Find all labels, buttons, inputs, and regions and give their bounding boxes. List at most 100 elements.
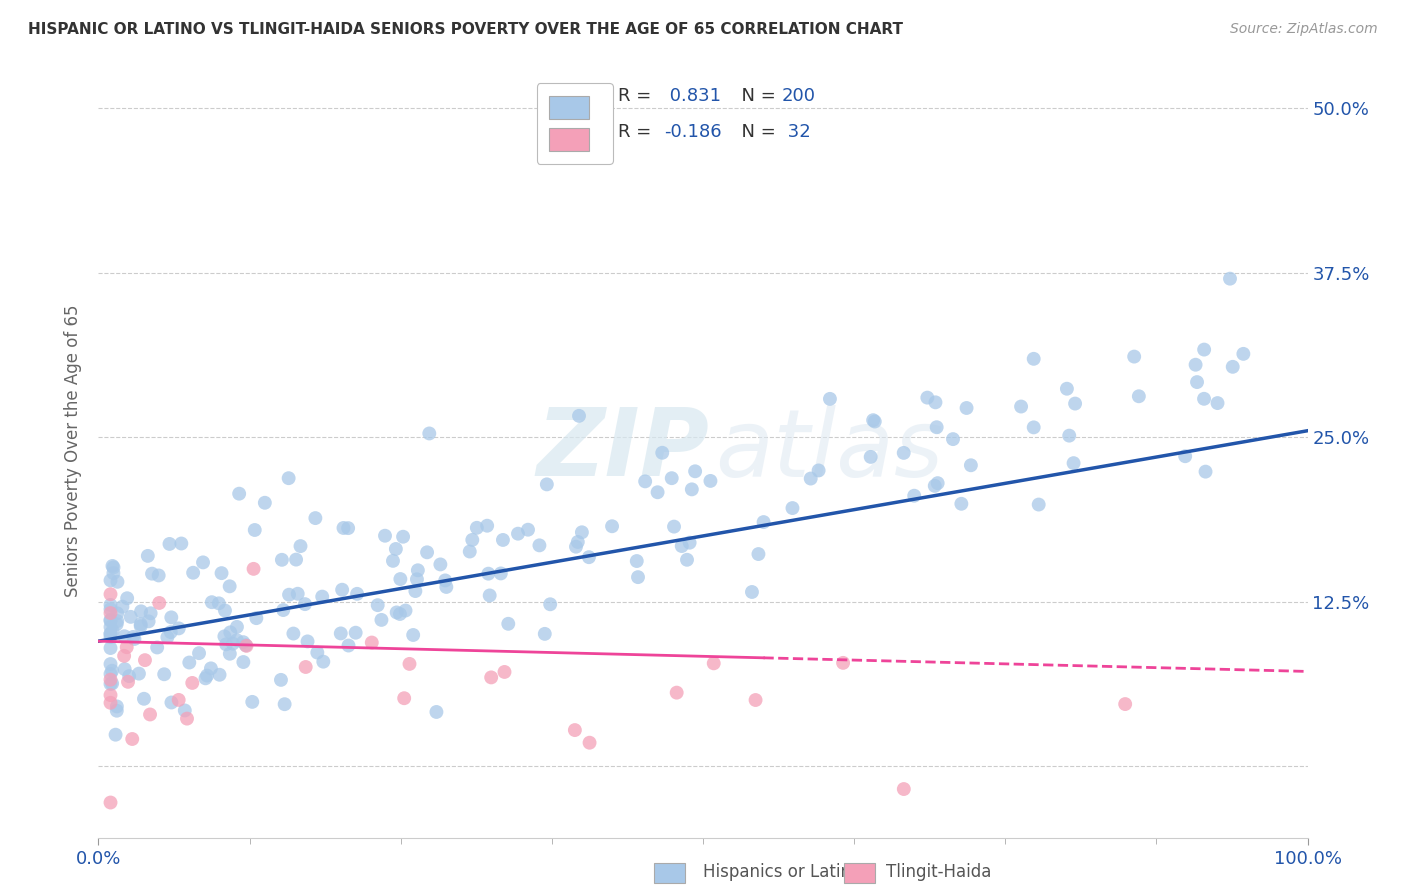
Text: 32: 32 <box>782 123 810 141</box>
Point <box>681 483 703 497</box>
Point <box>517 523 540 537</box>
Point <box>392 691 415 706</box>
Point <box>181 566 204 580</box>
Point <box>1219 271 1241 285</box>
Point <box>200 661 222 675</box>
Point <box>346 587 368 601</box>
Point <box>270 553 292 567</box>
Point <box>529 538 551 552</box>
Point <box>807 463 830 477</box>
Point <box>374 529 396 543</box>
Point <box>703 657 725 671</box>
Point <box>406 563 429 577</box>
Text: -0.186: -0.186 <box>664 123 721 141</box>
Point <box>312 655 335 669</box>
Point <box>214 629 236 643</box>
Point <box>160 610 183 624</box>
Point <box>101 676 124 690</box>
Point <box>287 587 309 601</box>
Point <box>232 655 254 669</box>
Point <box>100 673 122 687</box>
Point <box>330 582 353 597</box>
Point <box>458 544 481 558</box>
Point <box>100 657 122 671</box>
Point <box>1057 428 1080 442</box>
Point <box>148 568 170 582</box>
Point <box>214 603 236 617</box>
Point <box>215 637 238 651</box>
Point <box>105 614 128 628</box>
Point <box>294 597 316 611</box>
Point <box>179 656 201 670</box>
Point <box>917 391 939 405</box>
Point <box>160 696 183 710</box>
Point <box>429 558 451 572</box>
Point <box>181 676 204 690</box>
Point <box>406 572 429 586</box>
Point <box>100 602 122 616</box>
Point <box>955 401 977 415</box>
Point <box>478 589 501 603</box>
Point <box>240 695 263 709</box>
Point <box>128 666 150 681</box>
Text: Tlingit-Haida: Tlingit-Haida <box>886 863 991 881</box>
Point <box>782 501 804 516</box>
Point <box>434 574 457 588</box>
Point <box>153 667 176 681</box>
Point <box>191 555 214 569</box>
Y-axis label: Seniors Poverty Over the Age of 65: Seniors Poverty Over the Age of 65 <box>65 304 83 597</box>
Point <box>117 674 139 689</box>
Point <box>101 624 124 638</box>
Point <box>208 596 231 610</box>
Point <box>225 633 247 648</box>
Point <box>307 646 329 660</box>
Point <box>167 693 190 707</box>
Point <box>832 656 855 670</box>
Point <box>479 670 502 684</box>
Text: HISPANIC OR LATINO VS TLINGIT-HAIDA SENIORS POVERTY OVER THE AGE OF 65 CORRELATI: HISPANIC OR LATINO VS TLINGIT-HAIDA SENI… <box>28 22 903 37</box>
Point <box>188 646 211 660</box>
Text: Source: ZipAtlas.com: Source: ZipAtlas.com <box>1230 22 1378 37</box>
Point <box>1022 351 1045 366</box>
Point <box>425 705 447 719</box>
Point <box>859 450 882 464</box>
Point <box>329 626 352 640</box>
Point <box>235 638 257 652</box>
Point <box>104 728 127 742</box>
Text: R =: R = <box>619 87 658 104</box>
Point <box>360 635 382 649</box>
Point <box>201 595 224 609</box>
Point <box>627 570 650 584</box>
Point <box>124 632 146 646</box>
Point <box>129 619 152 633</box>
Point <box>219 625 242 640</box>
Point <box>661 471 683 485</box>
Point <box>100 587 122 601</box>
Point <box>146 640 169 655</box>
Point <box>950 497 973 511</box>
Point <box>100 641 122 656</box>
Point <box>477 566 499 581</box>
Point <box>344 625 367 640</box>
Point <box>294 660 316 674</box>
Point <box>159 537 181 551</box>
Point <box>253 496 276 510</box>
Point <box>100 688 122 702</box>
Point <box>1056 382 1078 396</box>
Point <box>600 519 623 533</box>
Point <box>194 671 217 685</box>
Point <box>337 639 360 653</box>
Point <box>283 626 305 640</box>
Point <box>222 637 245 651</box>
Text: N =: N = <box>730 87 782 104</box>
Point <box>506 526 529 541</box>
Point <box>578 550 600 565</box>
Point <box>167 621 190 635</box>
Point <box>402 628 425 642</box>
Point <box>1123 350 1146 364</box>
Point <box>903 489 925 503</box>
Point <box>148 596 170 610</box>
Point <box>634 475 657 489</box>
Point <box>683 464 706 478</box>
Point <box>270 673 292 687</box>
